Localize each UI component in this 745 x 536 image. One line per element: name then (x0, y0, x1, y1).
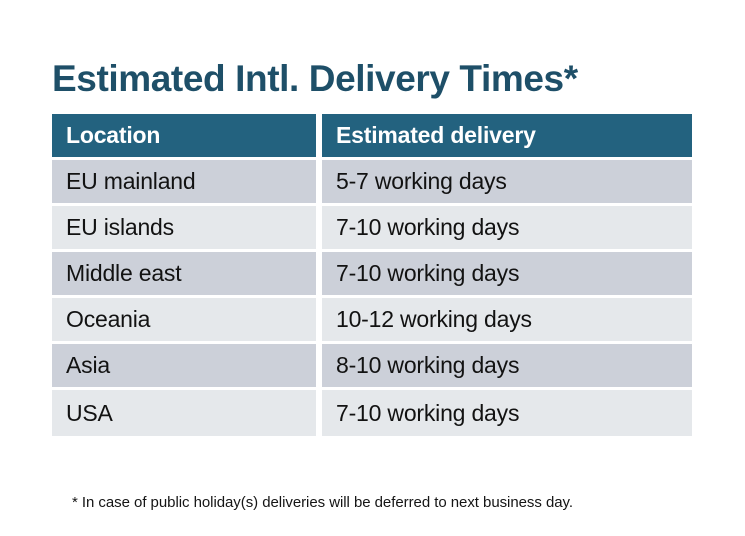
table-body: EU mainland 5-7 working days EU islands … (52, 160, 692, 436)
table-header: Location Estimated delivery (52, 114, 692, 160)
cell-estimated-delivery: 7-10 working days (322, 206, 692, 252)
cell-location: Middle east (52, 252, 322, 298)
column-header-estimated-delivery: Estimated delivery (322, 114, 692, 160)
table-row: USA 7-10 working days (52, 390, 692, 436)
cell-estimated-delivery: 7-10 working days (322, 390, 692, 436)
page-title: Estimated Intl. Delivery Times* (52, 57, 578, 99)
cell-location: EU mainland (52, 160, 322, 206)
table-row: Asia 8-10 working days (52, 344, 692, 390)
footnote-text: * In case of public holiday(s) deliverie… (72, 494, 573, 511)
cell-estimated-delivery: 7-10 working days (322, 252, 692, 298)
cell-location: USA (52, 390, 322, 436)
column-header-location: Location (52, 114, 322, 160)
table-row: EU islands 7-10 working days (52, 206, 692, 252)
cell-location: Asia (52, 344, 322, 390)
table-row: Middle east 7-10 working days (52, 252, 692, 298)
table-row: EU mainland 5-7 working days (52, 160, 692, 206)
cell-location: Oceania (52, 298, 322, 344)
cell-estimated-delivery: 8-10 working days (322, 344, 692, 390)
table-header-row: Location Estimated delivery (52, 114, 692, 160)
cell-estimated-delivery: 10-12 working days (322, 298, 692, 344)
delivery-times-table: Location Estimated delivery EU mainland … (52, 114, 692, 436)
cell-location: EU islands (52, 206, 322, 252)
cell-estimated-delivery: 5-7 working days (322, 160, 692, 206)
table-row: Oceania 10-12 working days (52, 298, 692, 344)
